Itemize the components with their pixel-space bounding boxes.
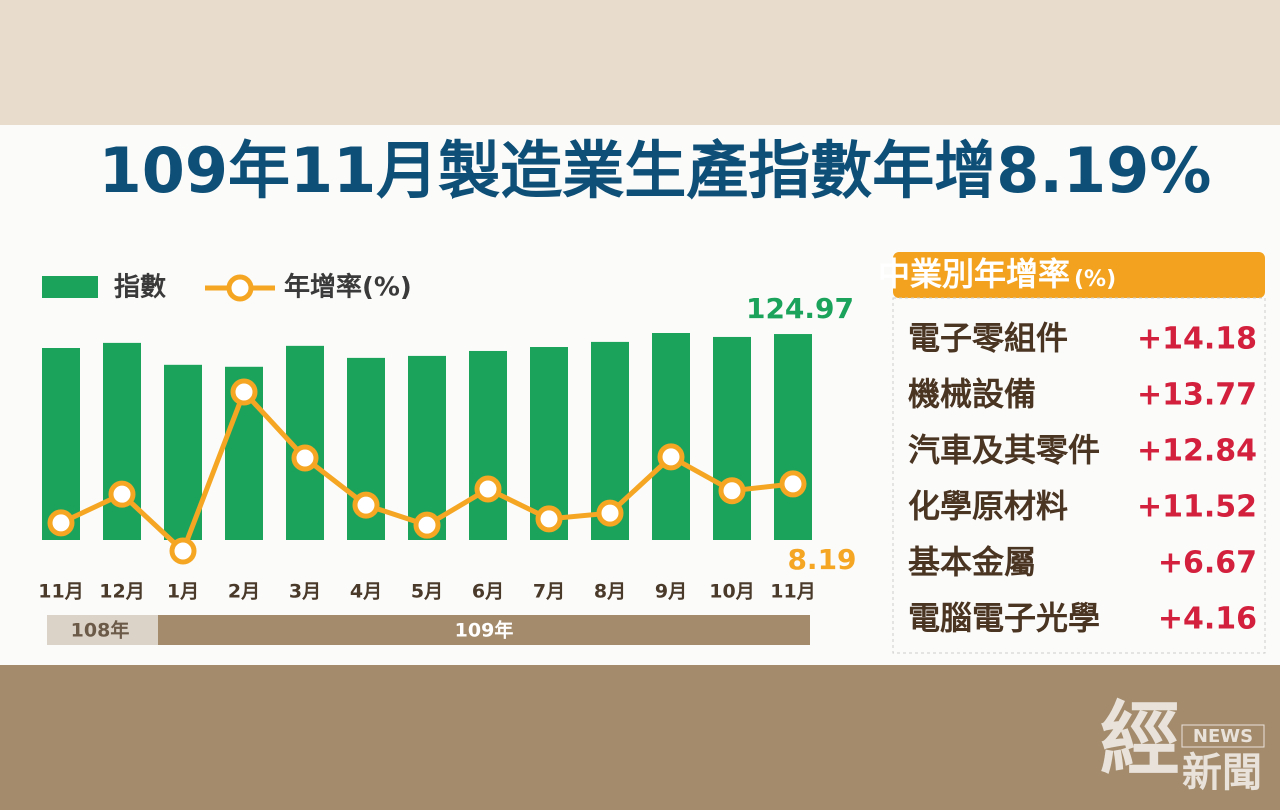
- table-name: 電腦電子光學: [908, 599, 1100, 637]
- table-header: [893, 252, 1265, 298]
- table-name: 汽車及其零件: [908, 431, 1100, 469]
- line-marker: [779, 470, 807, 498]
- line-marker: [169, 537, 197, 565]
- legend-swatch: [42, 276, 98, 298]
- top-band: [0, 0, 1280, 125]
- panel: [0, 125, 1280, 665]
- x-tick-label: 4月: [350, 581, 382, 603]
- line-marker: [718, 477, 746, 505]
- x-tick-label: 3月: [289, 581, 321, 603]
- bar: [164, 364, 202, 540]
- bar: [652, 333, 690, 540]
- table-name: 電子零組件: [908, 319, 1068, 357]
- year-label: 109年: [455, 619, 514, 642]
- bar: [42, 347, 80, 540]
- watermark-box: [1181, 724, 1265, 748]
- bar: [103, 342, 141, 540]
- line-marker: [108, 480, 136, 508]
- table-title: 中業別年增率: [878, 255, 1070, 293]
- line-marker: [413, 511, 441, 539]
- x-tick-label: 6月: [472, 581, 504, 603]
- table-unit: (%): [1074, 267, 1116, 292]
- table-value: +14.18: [1137, 322, 1257, 357]
- line-marker: [230, 378, 258, 406]
- watermark-sub: 新聞: [1182, 750, 1262, 796]
- x-tick-label: 8月: [594, 581, 626, 603]
- x-tick-label: 7月: [533, 581, 565, 603]
- watermark: 經: [1100, 693, 1180, 786]
- line-marker: [352, 491, 380, 519]
- table-value: +4.16: [1158, 602, 1257, 637]
- data-label: 8.19: [787, 543, 856, 576]
- table-value: +12.84: [1137, 434, 1257, 469]
- table-name: 機械設備: [908, 375, 1036, 413]
- watermark-tag: NEWS: [1193, 726, 1253, 747]
- data-label: 124.97: [746, 292, 854, 325]
- year-band: [158, 615, 810, 645]
- line-marker: [291, 444, 319, 472]
- table-frame: [892, 297, 1266, 654]
- x-tick-label: 11月: [38, 581, 83, 603]
- table-name: 化學原材料: [908, 487, 1068, 525]
- legend-marker: [226, 274, 254, 302]
- title: 109年11月製造業生產指數年增8.19%: [99, 134, 1212, 207]
- bar: [713, 336, 751, 540]
- table-value: +11.52: [1137, 490, 1257, 525]
- table-value: +13.77: [1137, 378, 1257, 413]
- line-marker: [47, 509, 75, 537]
- x-tick-label: 5月: [411, 581, 443, 603]
- x-tick-label: 1月: [167, 581, 199, 603]
- table-name: 基本金屬: [908, 543, 1036, 581]
- line-marker: [657, 443, 685, 471]
- x-tick-label: 2月: [228, 581, 260, 603]
- bar: [774, 334, 812, 540]
- line-marker: [535, 505, 563, 533]
- x-tick-label: 12月: [99, 581, 144, 603]
- x-tick-label: 11月: [770, 581, 815, 603]
- x-tick-label: 10月: [709, 581, 754, 603]
- legend-label: 年增率(%): [284, 272, 412, 303]
- year-band: [47, 615, 158, 645]
- bar: [408, 355, 446, 540]
- bar: [469, 350, 507, 540]
- line-marker: [596, 499, 624, 527]
- table-value: +6.67: [1158, 546, 1257, 581]
- line-marker: [474, 475, 502, 503]
- year-label: 108年: [71, 619, 130, 642]
- x-tick-label: 9月: [655, 581, 687, 603]
- legend-label: 指數: [114, 273, 166, 303]
